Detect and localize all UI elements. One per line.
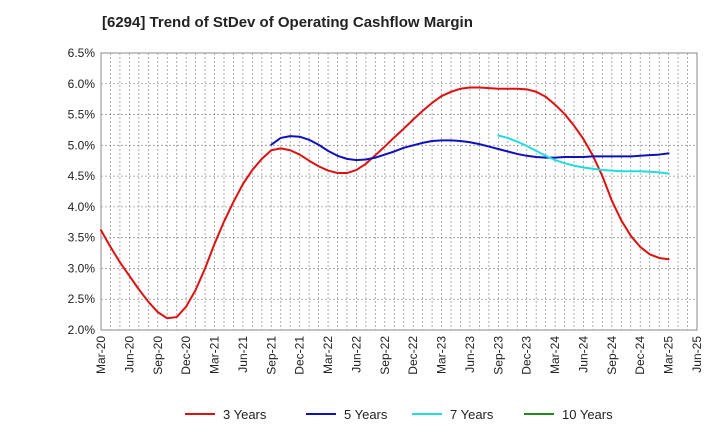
- legend-label: 3 Years: [223, 407, 267, 422]
- x-tick-label: Jun-25: [690, 336, 704, 373]
- y-tick-label: 3.0%: [68, 261, 96, 275]
- y-tick-label: 6.0%: [68, 77, 96, 91]
- y-tick-label: 5.5%: [68, 108, 96, 122]
- x-tick-label: Jun-21: [236, 336, 250, 373]
- x-tick-label: Sep-21: [264, 336, 278, 375]
- y-tick-label: 4.5%: [68, 169, 96, 183]
- y-tick-label: 5.0%: [68, 138, 96, 152]
- y-tick-label: 2.0%: [68, 323, 96, 337]
- x-tick-label: Mar-23: [435, 336, 449, 374]
- x-tick-label: Mar-22: [321, 336, 335, 374]
- series-line-3-years: [100, 86, 670, 320]
- legend: 3 Years 5 Years 7 Years 10 Years: [185, 407, 613, 422]
- x-tick-label: Dec-20: [179, 336, 193, 375]
- x-tick-label: Dec-22: [406, 336, 420, 375]
- y-tick-label: 2.5%: [68, 292, 96, 306]
- x-tick-label: Sep-23: [491, 336, 505, 375]
- x-tick-label: Sep-20: [151, 336, 165, 375]
- x-tick-label: Jun-22: [349, 336, 363, 373]
- x-tick-label: Mar-24: [548, 336, 562, 374]
- y-tick-label: 4.0%: [68, 200, 96, 214]
- y-tick-label: 3.5%: [68, 231, 96, 245]
- x-tick-label: Dec-23: [520, 336, 534, 375]
- x-tick-label: Jun-24: [576, 336, 590, 373]
- x-tick-label: Mar-20: [94, 336, 108, 374]
- series-lines: [100, 86, 670, 320]
- axes: 2.0% 2.5% 3.0% 3.5% 4.0% 4.5% 5.0% 5.5% 6.0% 6.5%…: [68, 46, 704, 375]
- series-line-7-years: [497, 134, 670, 175]
- x-tick-label: Sep-22: [378, 336, 392, 375]
- grid: [100, 52, 698, 331]
- plot-area: [100, 52, 698, 331]
- x-tick-label: Jun-20: [122, 336, 136, 373]
- x-tick-label: Mar-21: [208, 336, 222, 374]
- series-line-5-years: [270, 135, 670, 162]
- x-tick-label: Dec-24: [633, 336, 647, 375]
- x-tick-label: Jun-23: [463, 336, 477, 373]
- x-tick-label: Sep-24: [605, 336, 619, 375]
- legend-label: 7 Years: [450, 407, 494, 422]
- x-tick-label: Mar-25: [662, 336, 676, 374]
- legend-label: 5 Years: [344, 407, 388, 422]
- y-tick-label: 6.5%: [68, 46, 96, 60]
- x-tick-label: Dec-21: [293, 336, 307, 375]
- chart-title: [6294] Trend of StDev of Operating Cashf…: [102, 14, 473, 31]
- legend-label: 10 Years: [562, 407, 613, 422]
